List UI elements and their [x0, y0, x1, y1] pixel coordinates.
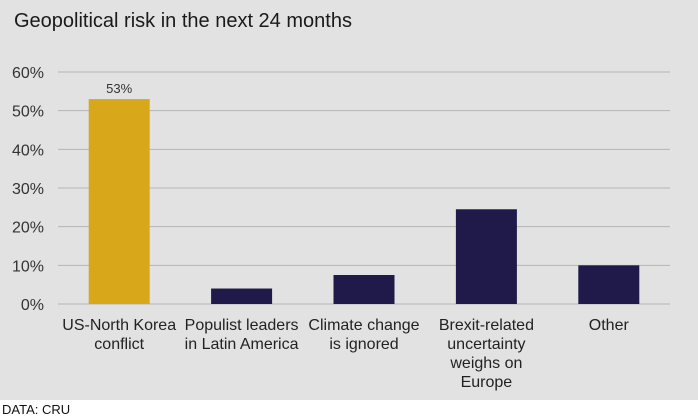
- category-label: US-North Korea conflict: [62, 317, 176, 353]
- category-label-line: uncertainty: [447, 336, 525, 353]
- bars: [88, 99, 640, 304]
- data-label: 53%: [106, 81, 132, 96]
- y-tick-label: 30%: [12, 181, 44, 198]
- category-label-line: conflict: [94, 336, 144, 353]
- bar: [578, 265, 640, 304]
- y-tick-label: 60%: [12, 65, 44, 82]
- chart-title: Geopolitical risk in the next 24 months: [14, 10, 352, 32]
- bar: [333, 275, 395, 304]
- category-label-line: weighs on: [449, 355, 522, 372]
- category-label: Other: [589, 317, 630, 334]
- bar: [455, 209, 517, 304]
- y-tick-label: 0%: [21, 297, 44, 314]
- category-label-line: in Latin America: [185, 336, 299, 353]
- category-label-line: is ignored: [329, 336, 398, 353]
- data-source: DATA: CRU: [2, 402, 71, 417]
- category-label-line: Brexit-related: [439, 317, 534, 334]
- bar: [88, 99, 150, 304]
- category-label-line: Climate change: [308, 317, 419, 334]
- y-tick-label: 10%: [12, 258, 44, 275]
- category-label-line: US-North Korea: [62, 317, 176, 334]
- category-label-line: Populist leaders: [185, 317, 299, 334]
- y-tick-label: 50%: [12, 104, 44, 121]
- category-label-line: Europe: [461, 374, 513, 391]
- bar: [211, 288, 273, 304]
- category-label-line: Other: [589, 317, 630, 334]
- y-tick-label: 40%: [12, 142, 44, 159]
- gridlines: [58, 71, 670, 305]
- y-axis-ticks: 0% 10% 20% 30% 40% 50% 60%: [12, 65, 44, 314]
- bar-chart: 0% 10% 20% 30% 40% 50% 60% 53% US-North Korea c…: [12, 65, 670, 391]
- data-labels: 53%: [106, 81, 132, 96]
- category-label: Populist leaders in Latin America: [185, 317, 299, 353]
- category-labels: US-North Korea conflict Populist leaders in…: [62, 317, 629, 391]
- category-label: Brexit-related uncertainty weighs on Europe: [439, 317, 534, 391]
- category-label: Climate change is ignored: [308, 317, 419, 353]
- y-tick-label: 20%: [12, 220, 44, 237]
